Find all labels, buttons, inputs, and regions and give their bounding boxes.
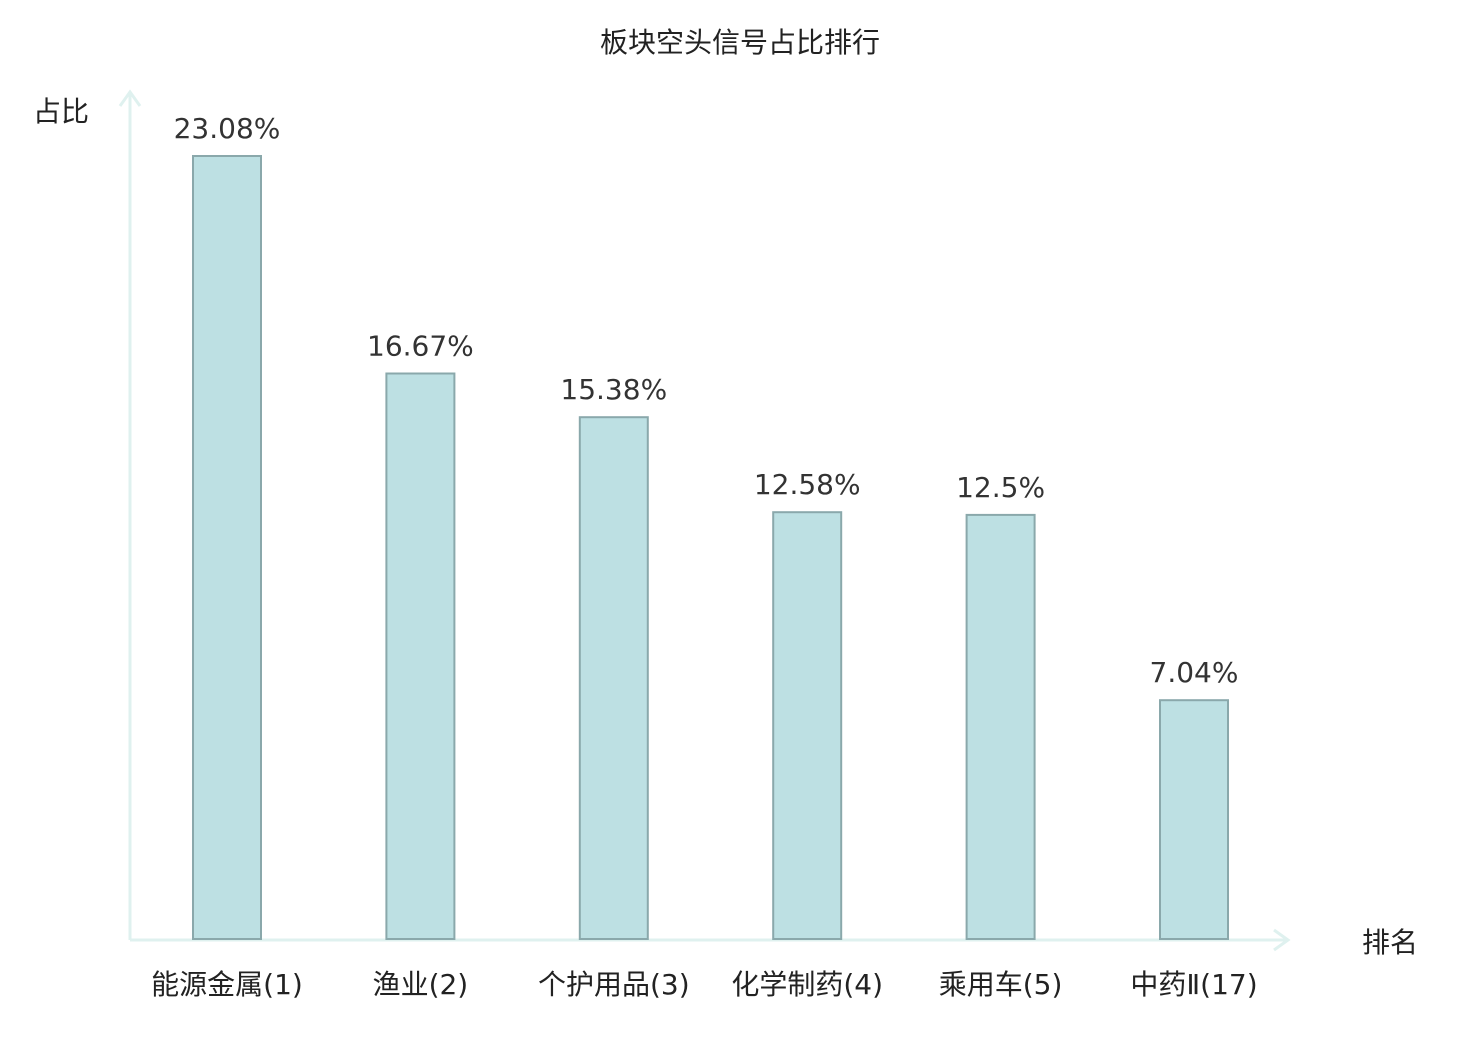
chart-title: 板块空头信号占比排行 <box>600 26 880 59</box>
x-axis-arrow-icon <box>1273 928 1291 952</box>
category-label-1: 能源金属(1) <box>151 968 303 1001</box>
value-label-6: 7.04% <box>1150 656 1239 689</box>
bar-3 <box>578 416 649 940</box>
x-axis <box>130 928 1291 952</box>
bar-6 <box>1159 699 1229 941</box>
bar-series <box>192 155 1229 941</box>
value-label-2: 16.67% <box>367 330 474 363</box>
x-axis-title: 排名 <box>1362 926 1418 959</box>
category-label-2: 渔业(2) <box>373 968 469 1001</box>
bar-4 <box>772 511 843 940</box>
value-label-1: 23.08% <box>174 112 281 145</box>
value-label-3: 15.38% <box>560 373 667 406</box>
y-axis-title: 占比 <box>33 95 89 128</box>
category-label-6: 中药Ⅱ(17) <box>1130 968 1257 1001</box>
value-label-5: 12.5% <box>956 471 1045 504</box>
bar-2 <box>385 372 456 940</box>
value-label-4: 12.58% <box>754 468 861 501</box>
category-label-4: 化学制药(4) <box>731 968 883 1001</box>
bar-5 <box>965 513 1036 941</box>
y-axis <box>118 89 142 940</box>
category-label-5: 乘用车(5) <box>939 968 1063 1001</box>
value-labels: 23.08% 16.67% 15.38% 12.58% 12.5% 7.04% <box>174 112 1239 689</box>
category-label-3: 个护用品(3) <box>538 968 690 1001</box>
bar-1 <box>192 155 262 940</box>
category-labels: 能源金属(1) 渔业(2) 个护用品(3) 化学制药(4) 乘用车(5) 中药Ⅱ(17) <box>151 968 1257 1001</box>
y-axis-arrow-icon <box>118 89 142 107</box>
